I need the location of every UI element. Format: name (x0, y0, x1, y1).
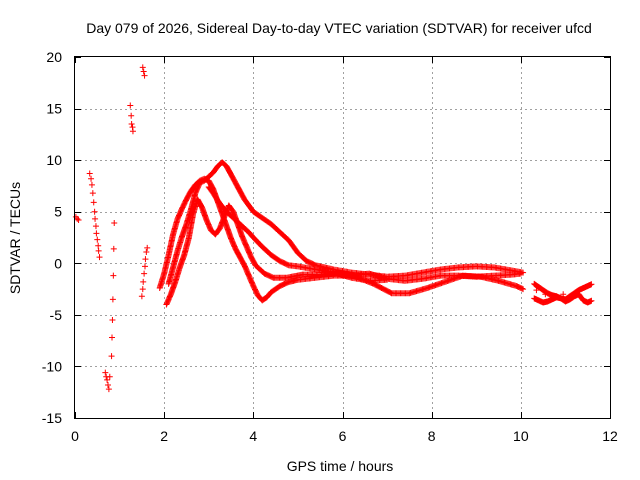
x-tick-label: 6 (339, 428, 347, 444)
data-point-early-scattered (109, 334, 116, 341)
data-point-early-scattered (88, 175, 95, 182)
data-point-early-scattered (138, 293, 145, 300)
y-tick-label: 5 (54, 204, 62, 220)
data-point-early-scattered (102, 369, 109, 376)
x-tick-label: 0 (71, 428, 79, 444)
data-point-early-scattered (108, 353, 115, 360)
data-point-early-scattered (129, 128, 136, 135)
data-point-early-scattered (89, 190, 96, 197)
data-point-early-scattered (141, 263, 148, 270)
y-axis-label: SDTVAR / TECUs (7, 182, 23, 294)
x-tick-label: 2 (160, 428, 168, 444)
data-point-early-scattered (139, 286, 146, 293)
data-point-late-segment (551, 294, 558, 301)
data-point-late-segment (588, 297, 595, 304)
data-point-early-scattered (111, 220, 118, 227)
chart-title: Day 079 of 2026, Sidereal Day-to-day VTE… (86, 20, 592, 36)
data-point-early-scattered (95, 242, 102, 249)
x-tick-label: 12 (602, 428, 618, 444)
data-point-early-scattered (92, 215, 99, 222)
data-point-early-scattered (90, 199, 97, 206)
data-points (72, 64, 595, 393)
data-point-early-scattered (95, 247, 102, 254)
y-tick-label: -5 (50, 307, 63, 323)
data-point-early-scattered (105, 386, 112, 393)
data-point-early-scattered (140, 68, 147, 75)
x-tick-label: 10 (513, 428, 529, 444)
y-tick-label: 15 (46, 101, 62, 117)
data-point-early-scattered (109, 317, 116, 324)
y-tick-label: 10 (46, 152, 62, 168)
data-point-early-scattered (110, 272, 117, 279)
data-point-early-scattered (141, 270, 148, 277)
data-point-early-scattered (144, 244, 151, 251)
y-tick-label: 20 (46, 49, 62, 65)
y-tick-label: -15 (42, 410, 62, 426)
data-point-track-B (518, 285, 525, 292)
data-point-early-scattered (141, 72, 148, 79)
data-point-late-segment (542, 291, 549, 298)
data-point-early-scattered (106, 373, 113, 380)
x-tick-label: 8 (428, 428, 436, 444)
data-point-early-scattered (127, 102, 134, 109)
data-point-early-scattered (96, 254, 103, 261)
data-point-early-scattered (128, 121, 135, 128)
data-point-early-scattered (91, 208, 98, 215)
data-point-early-scattered (142, 256, 149, 263)
data-point-late-segment (533, 287, 540, 294)
data-point-early-scattered (128, 112, 135, 119)
data-point-early-scattered (86, 170, 93, 177)
data-point-late-segment (588, 281, 595, 288)
data-point-late-segment (569, 294, 576, 301)
data-point-early-scattered (110, 245, 117, 252)
data-point-track-B (520, 286, 527, 293)
data-point-early-scattered (92, 223, 99, 230)
y-tick-label: -10 (42, 358, 62, 374)
data-point-early-scattered (104, 381, 111, 388)
data-point-early-scattered (140, 278, 147, 285)
data-point-track-C (520, 269, 527, 276)
y-tick-label: 0 (54, 255, 62, 271)
data-point-early-scattered (88, 181, 95, 188)
data-point-late-segment (560, 291, 567, 298)
data-point-early-scattered (94, 236, 101, 243)
data-point-track-D (384, 276, 391, 283)
data-point-early-scattered (75, 216, 82, 223)
data-point-early-scattered (93, 230, 100, 237)
data-point-early-scattered (143, 248, 150, 255)
data-point-early-scattered (74, 215, 81, 222)
data-point-early-scattered (109, 296, 116, 303)
x-axis-label: GPS time / hours (287, 458, 394, 474)
data-point-early-scattered (104, 376, 111, 383)
axis-ticks (75, 57, 611, 419)
plot-frame (74, 56, 611, 419)
data-point-early-scattered (139, 64, 146, 71)
tick-labels: 0 2 4 6 8 10 12 -15 -10 -5 0 5 10 15 20 (42, 49, 618, 444)
x-tick-label: 4 (249, 428, 257, 444)
